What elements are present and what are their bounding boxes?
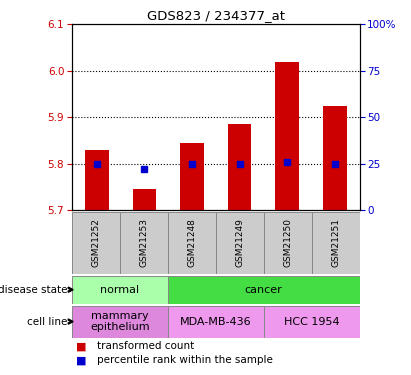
Bar <box>264 306 360 338</box>
Text: GSM21252: GSM21252 <box>91 218 100 267</box>
Bar <box>72 306 168 338</box>
Text: cancer: cancer <box>245 285 283 295</box>
Bar <box>168 212 216 274</box>
Text: HCC 1954: HCC 1954 <box>284 316 339 327</box>
Text: percentile rank within the sample: percentile rank within the sample <box>97 356 272 366</box>
Bar <box>133 189 156 210</box>
Bar <box>168 276 360 304</box>
Text: mammary
epithelium: mammary epithelium <box>90 311 150 332</box>
Text: normal: normal <box>100 285 139 295</box>
Bar <box>323 106 346 210</box>
Bar <box>228 124 252 210</box>
Bar <box>72 276 168 304</box>
Bar <box>168 306 264 338</box>
Bar <box>85 150 109 210</box>
Text: ■: ■ <box>76 341 87 351</box>
Title: GDS823 / 234377_at: GDS823 / 234377_at <box>147 9 285 22</box>
Bar <box>275 62 299 210</box>
Bar <box>264 212 312 274</box>
Bar <box>312 212 360 274</box>
Text: GSM21248: GSM21248 <box>187 218 196 267</box>
Text: transformed count: transformed count <box>97 341 194 351</box>
Bar <box>180 143 204 210</box>
Text: disease state: disease state <box>0 285 68 295</box>
Text: ■: ■ <box>76 356 87 366</box>
Text: MDA-MB-436: MDA-MB-436 <box>180 316 252 327</box>
Text: GSM21251: GSM21251 <box>331 218 340 267</box>
Text: cell line: cell line <box>28 316 68 327</box>
Text: GSM21249: GSM21249 <box>235 218 244 267</box>
Text: GSM21253: GSM21253 <box>139 218 148 267</box>
Text: GSM21250: GSM21250 <box>283 218 292 267</box>
Bar <box>216 212 264 274</box>
Bar <box>120 212 168 274</box>
Bar <box>72 212 120 274</box>
